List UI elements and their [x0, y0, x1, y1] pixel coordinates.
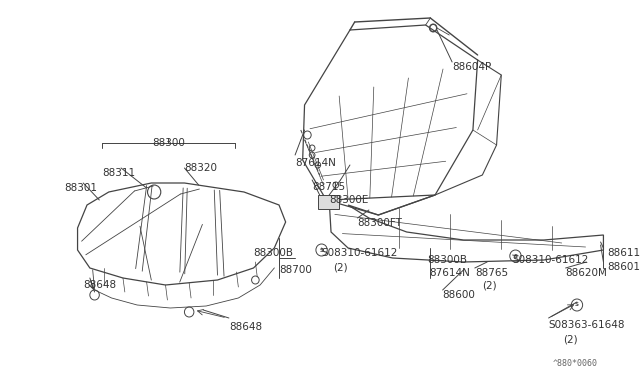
Text: S08310-61612: S08310-61612: [513, 255, 589, 265]
Text: S: S: [575, 302, 579, 308]
Text: 88620M: 88620M: [566, 268, 607, 278]
Text: 88648: 88648: [83, 280, 116, 290]
Text: 88320: 88320: [184, 163, 218, 173]
Text: 88300B: 88300B: [428, 255, 467, 265]
Text: 88611: 88611: [607, 248, 640, 258]
Text: 88765: 88765: [475, 268, 508, 278]
Text: S08363-61648: S08363-61648: [548, 320, 625, 330]
Text: 88300FT: 88300FT: [358, 218, 403, 228]
Text: S: S: [513, 253, 518, 259]
Text: 88648: 88648: [229, 322, 262, 332]
Text: 88301: 88301: [64, 183, 97, 193]
Text: 88300E: 88300E: [329, 195, 369, 205]
Text: 88604P: 88604P: [452, 62, 492, 72]
Text: (2): (2): [483, 280, 497, 290]
Text: 88300B: 88300B: [253, 248, 294, 258]
Text: 87614N: 87614N: [295, 158, 336, 168]
Text: 88715: 88715: [312, 182, 345, 192]
Text: 88300: 88300: [152, 138, 185, 148]
Text: 88600: 88600: [443, 290, 476, 300]
Text: S08310-61612: S08310-61612: [321, 248, 398, 258]
Text: (2): (2): [563, 334, 577, 344]
Text: 88700: 88700: [279, 265, 312, 275]
Text: S: S: [319, 247, 324, 253]
Text: (2): (2): [333, 262, 348, 272]
Text: 87614N: 87614N: [429, 268, 470, 278]
Text: 88311: 88311: [102, 168, 135, 178]
Text: 88601: 88601: [607, 262, 640, 272]
Text: ^880*0060: ^880*0060: [553, 359, 598, 368]
Bar: [318, 195, 339, 209]
